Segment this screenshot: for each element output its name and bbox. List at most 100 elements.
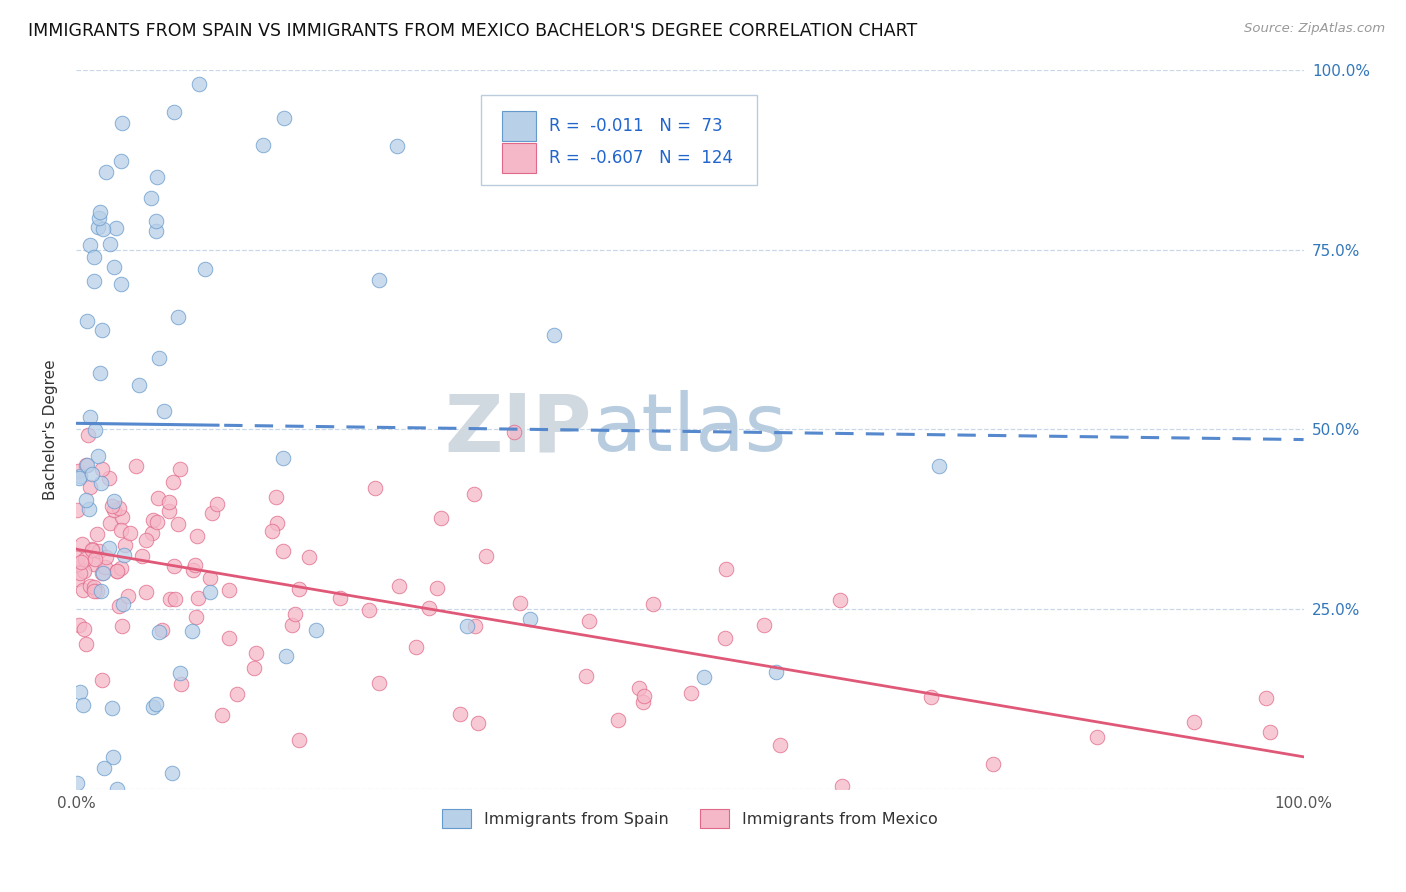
Point — [98, 471, 121, 485]
Point — [543, 327, 565, 342]
Point — [108, 501, 131, 516]
Point — [1258, 724, 1281, 739]
Point — [429, 510, 451, 524]
Point — [65, 572, 87, 586]
Point — [90, 583, 112, 598]
Point — [169, 462, 191, 476]
Point — [67, 618, 90, 632]
Point — [83, 552, 105, 566]
Point — [160, 765, 183, 780]
Point — [76, 313, 98, 327]
Point — [100, 516, 122, 530]
Point — [83, 423, 105, 437]
Point — [100, 700, 122, 714]
Point — [607, 713, 630, 727]
Point — [83, 557, 105, 571]
Point — [69, 468, 91, 483]
Point — [75, 552, 97, 566]
Point — [131, 549, 153, 564]
Point — [118, 526, 141, 541]
Point — [148, 624, 170, 639]
Point — [519, 612, 541, 626]
Point — [271, 544, 294, 558]
Point — [188, 77, 211, 91]
Point — [163, 592, 186, 607]
Point — [150, 623, 173, 637]
Point — [66, 502, 89, 516]
Point — [90, 673, 112, 687]
Point — [769, 738, 792, 752]
FancyBboxPatch shape — [502, 111, 537, 141]
Point — [163, 105, 186, 120]
Point — [110, 561, 132, 575]
Point — [66, 557, 89, 571]
Point — [271, 451, 294, 466]
Point — [125, 459, 148, 474]
Point — [76, 458, 98, 473]
Point — [145, 516, 167, 530]
Point — [218, 631, 240, 645]
Point — [72, 698, 94, 712]
Point — [575, 669, 598, 683]
Point — [103, 503, 125, 517]
Point — [200, 584, 222, 599]
Point — [114, 538, 136, 552]
Point — [252, 137, 274, 152]
Point — [72, 565, 94, 579]
Point — [77, 428, 100, 442]
Point — [364, 481, 387, 495]
Point — [83, 250, 105, 264]
Point — [89, 205, 111, 219]
Point — [110, 153, 132, 168]
Point — [66, 776, 89, 790]
Point — [75, 637, 97, 651]
Text: ZIP: ZIP — [444, 391, 592, 468]
Point — [205, 497, 228, 511]
Point — [107, 599, 129, 613]
Point — [66, 550, 89, 565]
Point — [828, 593, 851, 607]
Point — [418, 601, 440, 615]
Point — [110, 523, 132, 537]
FancyBboxPatch shape — [502, 143, 537, 173]
Point — [145, 224, 167, 238]
Point — [87, 220, 110, 235]
Point — [69, 685, 91, 699]
Point — [765, 665, 787, 680]
Point — [641, 597, 664, 611]
Text: atlas: atlas — [592, 391, 786, 468]
Point — [87, 544, 110, 558]
Point — [105, 781, 128, 796]
Point — [105, 564, 128, 578]
Point — [920, 690, 942, 704]
Point — [90, 323, 112, 337]
Point — [186, 529, 208, 543]
Point — [242, 661, 264, 675]
Point — [1085, 731, 1108, 745]
Point — [264, 491, 287, 505]
Point — [94, 560, 117, 574]
Point — [509, 596, 531, 610]
Point — [284, 607, 307, 621]
Point — [245, 646, 267, 660]
Point — [82, 542, 104, 557]
Point — [104, 220, 127, 235]
Point — [679, 686, 702, 700]
Point — [631, 695, 654, 709]
Point — [128, 377, 150, 392]
Point — [547, 139, 569, 153]
Point — [981, 757, 1004, 772]
Point — [169, 665, 191, 680]
Point — [103, 494, 125, 508]
Point — [614, 128, 637, 143]
Point — [142, 513, 165, 527]
Point — [83, 584, 105, 599]
Point — [111, 116, 134, 130]
Point — [145, 697, 167, 711]
Point — [75, 458, 97, 472]
Point — [89, 366, 111, 380]
Point — [91, 222, 114, 236]
Point — [273, 111, 295, 125]
Point — [98, 237, 121, 252]
Point — [111, 597, 134, 611]
